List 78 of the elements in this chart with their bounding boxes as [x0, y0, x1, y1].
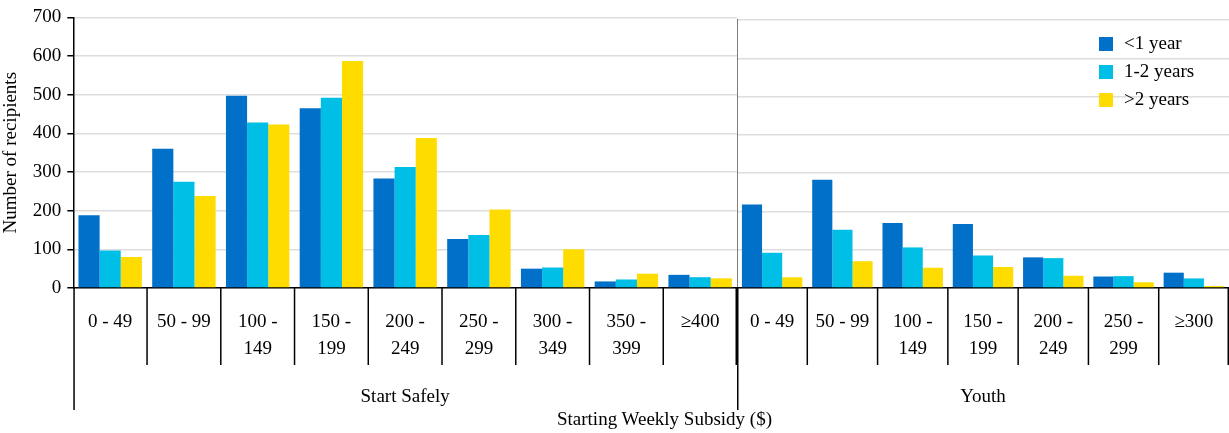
bar — [741, 204, 763, 288]
bar — [120, 257, 142, 288]
bar — [268, 124, 290, 288]
y-tick-label: 0 — [51, 275, 62, 297]
bar — [922, 267, 943, 288]
bar — [394, 167, 416, 288]
bar — [636, 273, 659, 288]
y-tick-label: 200 — [32, 198, 62, 220]
bar — [152, 148, 174, 288]
legend-label: >2 years — [1124, 87, 1190, 109]
bar — [447, 238, 469, 288]
bar — [615, 279, 637, 288]
x-axis-title: Youth — [960, 384, 1007, 406]
bar — [225, 95, 248, 288]
x-tick-label: 300 - 349 — [532, 309, 573, 358]
x-tick-label: 0 - 49 — [88, 309, 133, 331]
x-tick-label: ≥400 — [680, 309, 720, 331]
bar — [247, 122, 269, 288]
bar — [952, 224, 973, 288]
x-tick-label: 50 - 99 — [815, 309, 870, 331]
y-axis-title: Number of recipients — [0, 71, 21, 234]
bar — [852, 261, 873, 288]
y-tick-label: 700 — [32, 5, 62, 27]
bar — [1023, 257, 1044, 288]
bar — [78, 215, 100, 288]
y-tick-label: 500 — [32, 82, 62, 104]
bar — [902, 247, 923, 288]
bar — [1093, 276, 1114, 288]
text: Starting Weekly Subsidy ($) — [556, 407, 773, 431]
bar — [194, 196, 216, 288]
bar — [1043, 258, 1064, 288]
bar — [373, 178, 395, 288]
x-tick-label: 250 - 299 — [1103, 309, 1144, 358]
y-tick-label: 300 — [32, 160, 62, 182]
bar — [882, 222, 903, 288]
bar — [542, 267, 564, 288]
bar — [173, 181, 195, 288]
bar — [520, 268, 543, 288]
y-tick-label: 600 — [32, 44, 62, 66]
x-tick-label: 250 - 299 — [459, 309, 499, 358]
bar — [468, 235, 490, 288]
bar — [415, 138, 437, 288]
x-tick-label: 0 - 49 — [749, 309, 795, 331]
x-tick-label: 100 - 149 — [892, 309, 933, 358]
bar — [99, 250, 121, 288]
bar — [1113, 276, 1134, 288]
bar — [594, 281, 616, 288]
bar — [668, 274, 690, 288]
bar — [299, 108, 321, 288]
bar — [762, 252, 783, 288]
x-tick-label: 150 - 199 — [963, 309, 1003, 358]
bar — [689, 277, 711, 288]
bar — [1063, 275, 1084, 288]
bar — [320, 97, 342, 288]
y-tick-label: 400 — [32, 121, 62, 143]
bar — [341, 61, 364, 288]
x-tick-label: 150 - 199 — [311, 309, 352, 358]
bar — [1163, 272, 1184, 288]
legend-label: <1 year — [1124, 31, 1183, 53]
x-tick-label: 350 - 399 — [606, 309, 647, 358]
bar — [1183, 278, 1204, 288]
x-axis-title: Start Safely — [360, 384, 451, 406]
x-tick-label: 200 - 249 — [385, 309, 425, 358]
bar — [832, 229, 853, 288]
bar — [563, 249, 585, 288]
legend-label: 1-2 years — [1124, 59, 1195, 81]
x-tick-label: 200 - 249 — [1033, 309, 1074, 358]
bar — [993, 266, 1014, 288]
bar — [812, 179, 833, 288]
x-tick-label: 50 - 99 — [157, 309, 211, 331]
bar — [972, 255, 994, 288]
bar — [710, 278, 732, 288]
bar — [489, 209, 511, 288]
x-tick-label: 100 - 149 — [237, 309, 278, 358]
bar — [1133, 282, 1154, 288]
bar — [782, 277, 803, 288]
x-tick-label: ≥300 — [1174, 309, 1214, 331]
y-tick-label: 100 — [32, 237, 62, 259]
